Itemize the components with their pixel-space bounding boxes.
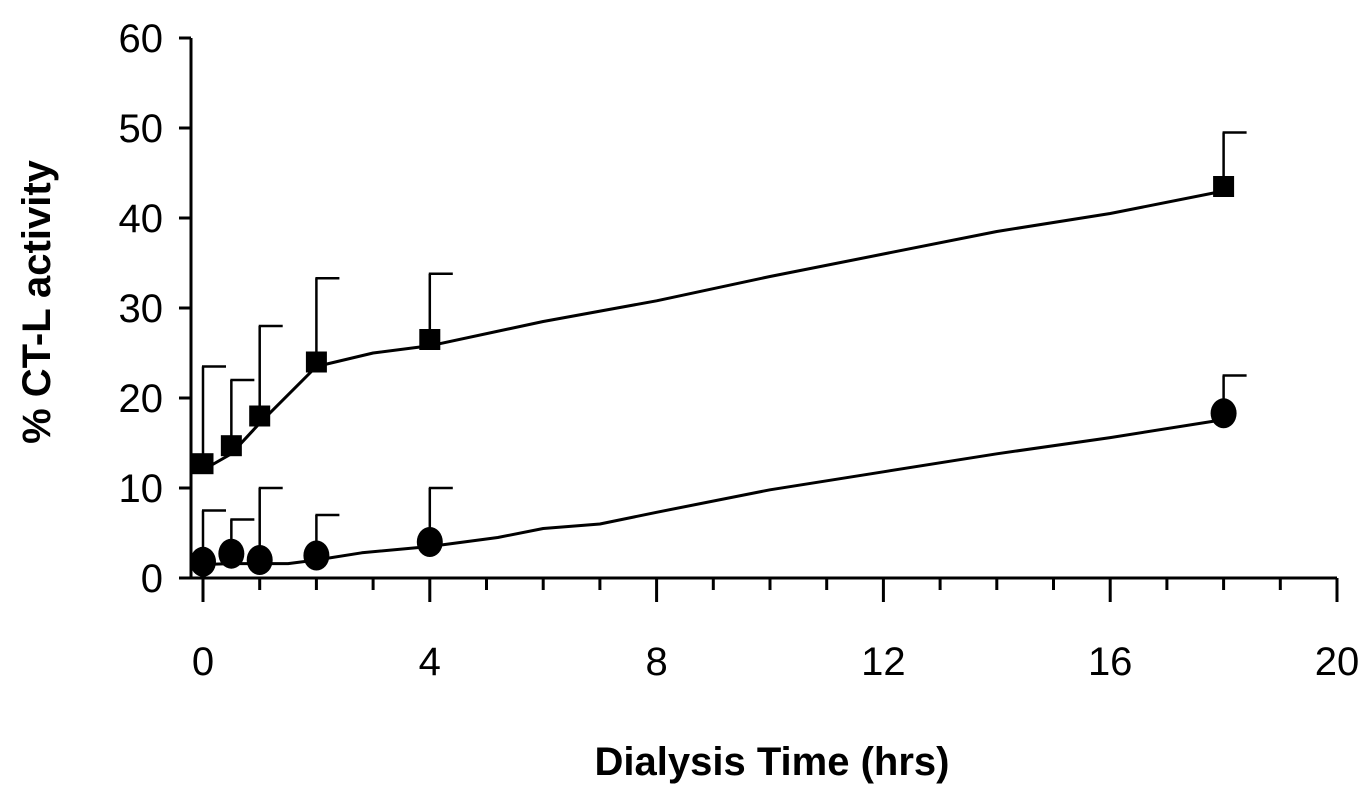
circle-marker (246, 545, 273, 575)
x-axis-title: Dialysis Time (hrs) (595, 740, 950, 784)
y-tick-label: 30 (119, 287, 164, 331)
y-axis-title: % CT-L activity (15, 159, 59, 444)
x-tick-label: 0 (192, 640, 214, 684)
x-tick-label: 4 (419, 640, 441, 684)
circle-marker (416, 527, 443, 557)
square-marker (305, 351, 327, 373)
y-tick-label: 10 (119, 467, 164, 511)
x-tick-label: 20 (1315, 640, 1360, 684)
x-tick-label: 16 (1088, 640, 1133, 684)
square-marker (249, 405, 271, 427)
trend-lines (202, 189, 1224, 566)
square-marker (1213, 176, 1235, 197)
series-2-trend-line (202, 418, 1224, 566)
square-marker (192, 453, 214, 475)
circle-marker (190, 546, 216, 577)
y-tick-label: 0 (141, 557, 163, 601)
axis-ticks (179, 36, 1339, 602)
circle-marker (218, 538, 245, 569)
y-tick-label: 60 (119, 17, 164, 61)
data-markers (190, 176, 1237, 577)
y-tick-label: 50 (119, 107, 164, 151)
y-tick-label: 40 (119, 197, 164, 241)
y-tick-label: 20 (119, 377, 164, 421)
square-marker (419, 329, 441, 350)
series-1-trend-line (202, 189, 1224, 472)
error-bars (201, 131, 1247, 562)
circle-marker (1210, 398, 1237, 429)
tick-labels: 0 10 20 30 40 50 60 0 4 8 12 16 20 (119, 17, 1360, 684)
x-tick-label: 12 (861, 640, 906, 684)
circle-marker (303, 540, 330, 571)
x-tick-label: 8 (645, 640, 667, 684)
axes (189, 38, 1337, 580)
square-marker (220, 435, 242, 457)
